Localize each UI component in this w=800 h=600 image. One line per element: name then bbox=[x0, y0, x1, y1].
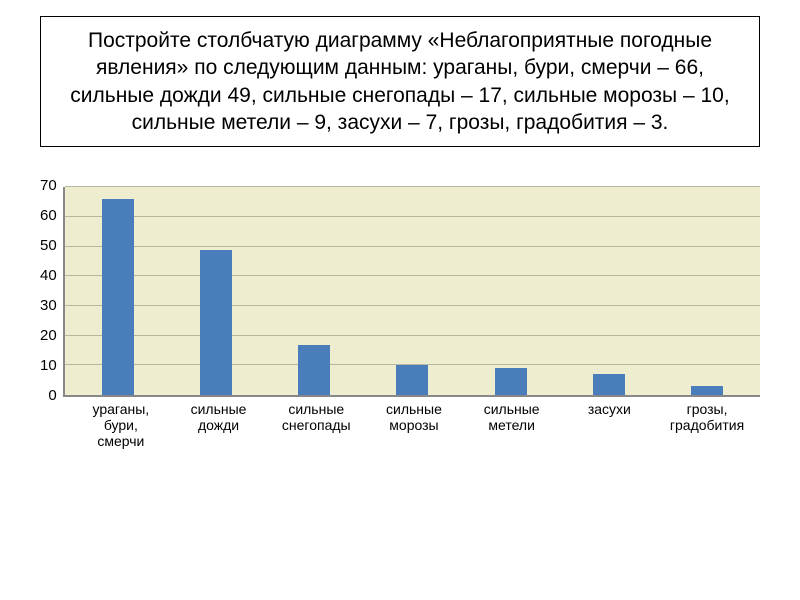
x-label: ураганы, бури, смерчи bbox=[76, 401, 166, 449]
bar bbox=[495, 368, 527, 395]
bar bbox=[298, 345, 330, 396]
x-label: грозы, градобития bbox=[662, 401, 752, 449]
bar-chart: 70 60 50 40 30 20 10 0 ураганы, бури, см… bbox=[40, 187, 760, 449]
y-axis: 70 60 50 40 30 20 10 0 bbox=[40, 187, 63, 397]
x-label: сильные морозы bbox=[369, 401, 459, 449]
x-label: сильные снегопады bbox=[271, 401, 361, 449]
x-label: засухи bbox=[564, 401, 654, 449]
x-label: сильные метели bbox=[467, 401, 557, 449]
bar bbox=[200, 250, 232, 396]
bar bbox=[396, 365, 428, 395]
bars-container bbox=[65, 187, 760, 395]
bar bbox=[102, 199, 134, 395]
instruction-box: Постройте столбчатую диаграмму «Неблагоп… bbox=[40, 16, 760, 147]
x-axis: ураганы, бури, смерчисильные дождисильны… bbox=[68, 397, 760, 449]
bar bbox=[593, 374, 625, 395]
instruction-text: Постройте столбчатую диаграмму «Неблагоп… bbox=[59, 27, 741, 136]
x-label: сильные дожди bbox=[174, 401, 264, 449]
plot-area bbox=[63, 187, 760, 397]
x-labels-container: ураганы, бури, смерчисильные дождисильны… bbox=[68, 397, 760, 449]
bar bbox=[691, 386, 723, 395]
chart-area: 70 60 50 40 30 20 10 0 bbox=[40, 187, 760, 397]
